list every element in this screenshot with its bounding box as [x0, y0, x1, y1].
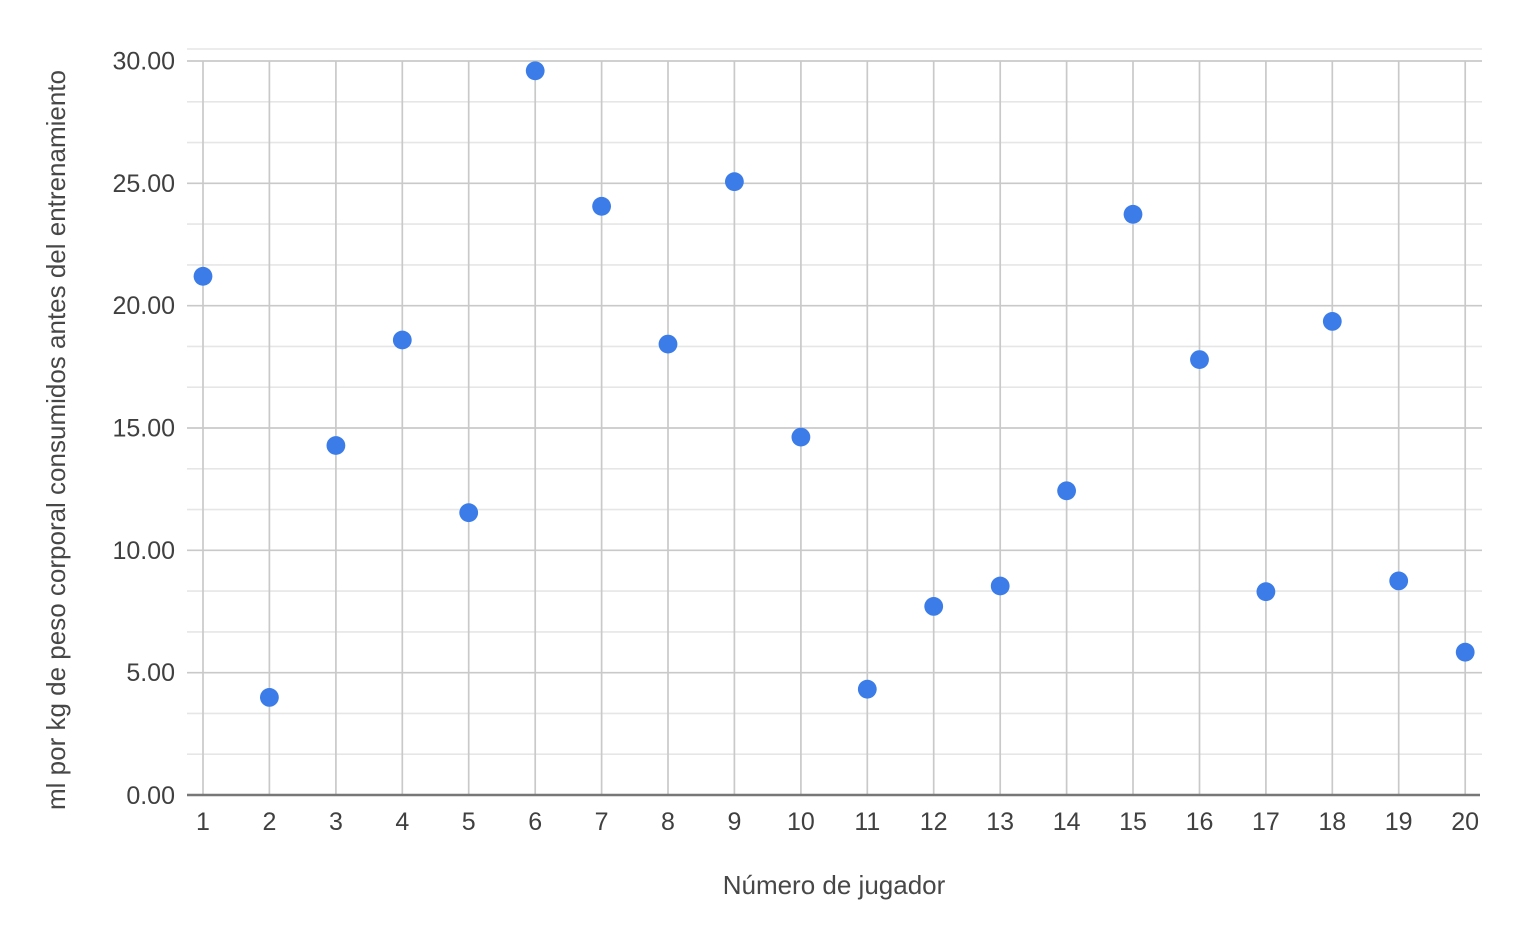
svg-text:6: 6: [528, 808, 542, 836]
svg-text:10: 10: [787, 808, 815, 836]
svg-text:10.00: 10.00: [112, 537, 175, 565]
svg-text:12: 12: [920, 808, 948, 836]
svg-text:20: 20: [1451, 808, 1479, 836]
svg-text:2: 2: [262, 808, 276, 836]
svg-text:17: 17: [1252, 808, 1280, 836]
svg-text:14: 14: [1053, 808, 1081, 836]
svg-text:3: 3: [329, 808, 343, 836]
svg-text:Número de jugador: Número de jugador: [723, 870, 946, 900]
svg-text:30.00: 30.00: [112, 48, 175, 76]
svg-text:19: 19: [1385, 808, 1413, 836]
svg-text:20.00: 20.00: [112, 292, 175, 320]
svg-text:5: 5: [462, 808, 476, 836]
svg-text:7: 7: [595, 808, 609, 836]
svg-text:18: 18: [1318, 808, 1346, 836]
svg-text:15.00: 15.00: [112, 415, 175, 443]
svg-text:0.00: 0.00: [126, 782, 175, 810]
svg-text:15: 15: [1119, 808, 1147, 836]
svg-text:5.00: 5.00: [126, 659, 175, 687]
svg-text:13: 13: [986, 808, 1014, 836]
svg-text:16: 16: [1186, 808, 1214, 836]
svg-text:9: 9: [727, 808, 741, 836]
svg-text:ml por kg de peso corporal con: ml por kg de peso corporal consumidos an…: [41, 70, 71, 810]
svg-text:11: 11: [854, 808, 880, 836]
svg-text:4: 4: [395, 808, 409, 836]
svg-text:25.00: 25.00: [112, 170, 175, 198]
svg-text:8: 8: [661, 808, 675, 836]
svg-text:1: 1: [196, 808, 210, 836]
